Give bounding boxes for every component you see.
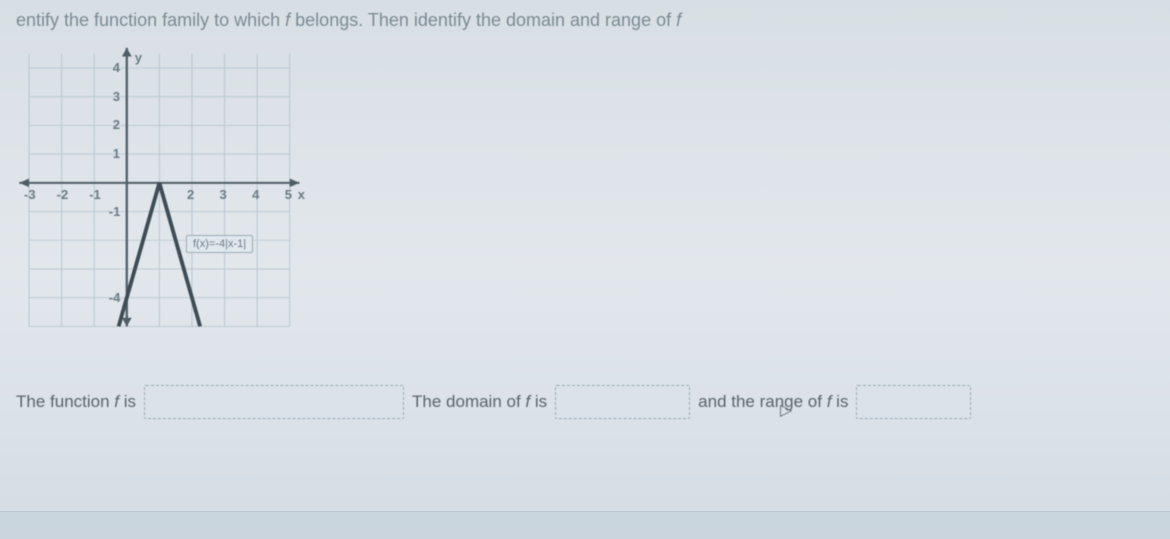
axis-tick-label: -3 bbox=[24, 187, 36, 202]
axis-tick-label: 1 bbox=[113, 146, 120, 161]
label-function: The function f is bbox=[16, 392, 136, 412]
label-domain: The domain of f is bbox=[412, 392, 547, 412]
question-middle: belongs. Then identify the domain and ra… bbox=[290, 10, 676, 30]
axis-tick-label: 4 bbox=[113, 60, 120, 75]
formula-box: f(x)=-4|x-1| bbox=[186, 235, 253, 253]
blank-domain[interactable] bbox=[555, 385, 690, 419]
blank-function-family[interactable] bbox=[144, 385, 404, 419]
axis-tick-label: 2 bbox=[187, 187, 194, 202]
label-range: and the range of f is bbox=[698, 392, 848, 412]
axis-tick-label: -4 bbox=[109, 290, 121, 305]
graph: f(x)=-4|x-1| -3 -2 -1 2 3 4 5 1 2 3 4 -1 -4 y x bbox=[16, 45, 306, 335]
axis-tick-label: 4 bbox=[252, 187, 259, 202]
axis-tick-label: -1 bbox=[89, 187, 101, 202]
blank-range[interactable] bbox=[856, 385, 971, 419]
question-fn2: f bbox=[676, 10, 681, 30]
cursor-icon: ▷ bbox=[780, 400, 792, 420]
axis-tick-label: x bbox=[298, 187, 305, 202]
answer-row: The function f is The domain of f is and… bbox=[16, 385, 1154, 419]
axis-tick-label: 5 bbox=[285, 187, 292, 202]
axis-tick-label: -1 bbox=[109, 204, 121, 219]
axis-tick-label: 3 bbox=[220, 187, 227, 202]
footer-strip bbox=[0, 511, 1170, 539]
question-prefix: entify the function family to which bbox=[16, 10, 285, 30]
question-text: entify the function family to which f be… bbox=[16, 10, 1154, 31]
axis-tick-label: 2 bbox=[113, 117, 120, 132]
axis-tick-label: -2 bbox=[57, 187, 69, 202]
axis-tick-label: y bbox=[135, 50, 142, 65]
axis-tick-label: 3 bbox=[113, 89, 120, 104]
